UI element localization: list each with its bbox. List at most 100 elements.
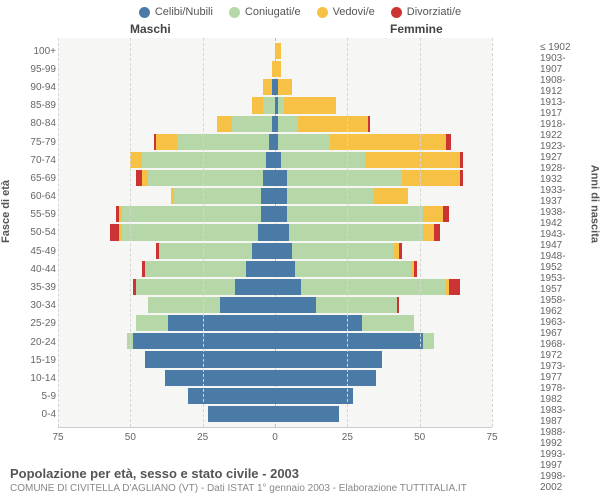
birth-label: 1983-1987 — [540, 405, 586, 427]
age-label: 5-9 — [20, 388, 56, 406]
pyramid-row — [58, 260, 492, 278]
x-tick: 0 — [272, 432, 278, 443]
bar-segment — [275, 315, 362, 331]
male-bar — [165, 370, 275, 386]
bar-segment — [275, 243, 292, 259]
female-bar — [275, 243, 402, 259]
bar-segment — [275, 61, 281, 77]
female-bar — [275, 388, 353, 404]
bar-segment — [122, 224, 258, 240]
pyramid-row — [58, 223, 492, 241]
bar-segment — [261, 206, 275, 222]
x-tick: 25 — [342, 432, 353, 443]
male-bar — [110, 224, 275, 240]
pyramid-row — [58, 96, 492, 114]
age-label: 40-44 — [20, 260, 56, 278]
gridline — [347, 38, 348, 427]
bar-segment — [208, 406, 275, 422]
age-label: 85-89 — [20, 97, 56, 115]
bar-segment — [217, 116, 231, 132]
age-label: 90-94 — [20, 78, 56, 96]
bar-segment — [278, 79, 292, 95]
gridline — [492, 38, 493, 427]
female-bar — [275, 351, 382, 367]
pyramid-row — [58, 296, 492, 314]
age-labels: 100+95-9990-9485-8980-8475-7970-7465-696… — [20, 42, 56, 424]
pyramid-row — [58, 242, 492, 260]
bar-segment — [373, 188, 408, 204]
age-label: 95-99 — [20, 60, 56, 78]
female-bar — [275, 406, 339, 422]
header-male: Maschi — [130, 22, 171, 36]
female-bar — [275, 315, 414, 331]
age-label: 0-4 — [20, 406, 56, 424]
bar-segment — [423, 333, 435, 349]
female-bar — [275, 116, 370, 132]
y-axis-label-right: Anni di nascita — [588, 165, 600, 243]
bar-segment — [130, 152, 142, 168]
bar-segment — [142, 152, 266, 168]
bar-segment — [301, 279, 446, 295]
bar-segment — [235, 279, 276, 295]
header-female: Femmine — [390, 22, 443, 36]
bar-segment — [159, 243, 252, 259]
gridline — [420, 38, 421, 427]
bar-segment — [287, 206, 423, 222]
legend-label: Celibi/Nubili — [155, 6, 213, 18]
bar-segment — [365, 152, 460, 168]
male-bar — [171, 188, 275, 204]
pyramid-row — [58, 151, 492, 169]
pyramid-row — [58, 42, 492, 60]
birth-labels: ≤ 19021903-19071908-19121913-19171918-19… — [540, 42, 586, 424]
male-bar — [142, 261, 275, 277]
bar-segment — [449, 279, 461, 295]
bar-segment — [289, 224, 422, 240]
x-tick: 25 — [197, 432, 208, 443]
pyramid-row — [58, 369, 492, 387]
male-bar — [136, 170, 275, 186]
male-bar — [263, 79, 275, 95]
birth-label: 1903-1907 — [540, 53, 586, 75]
bar-segment — [287, 188, 374, 204]
age-label: 80-84 — [20, 115, 56, 133]
female-bar — [275, 170, 463, 186]
birth-label: 1988-1992 — [540, 427, 586, 449]
bar-segment — [168, 315, 275, 331]
age-label: 70-74 — [20, 151, 56, 169]
x-tick: 75 — [52, 432, 63, 443]
female-bar — [275, 370, 376, 386]
bar-segment — [261, 188, 275, 204]
female-bar — [275, 97, 336, 113]
female-bar — [275, 43, 281, 59]
bar-segment — [275, 297, 316, 313]
bar-segment — [252, 97, 264, 113]
y-axis-label-left: Fasce di età — [0, 180, 12, 243]
birth-label: 1913-1917 — [540, 97, 586, 119]
bar-segment — [446, 134, 452, 150]
birth-label: ≤ 1902 — [540, 42, 586, 53]
x-tick: 50 — [125, 432, 136, 443]
male-bar — [208, 406, 275, 422]
legend-swatch — [391, 7, 402, 18]
female-bar — [275, 134, 451, 150]
legend-item: Coniugati/e — [229, 6, 301, 18]
gridline — [130, 38, 131, 427]
birth-label: 1933-1937 — [540, 185, 586, 207]
bar-segment — [136, 315, 168, 331]
bar-segment — [423, 206, 443, 222]
bar-segment — [110, 224, 119, 240]
bar-segment — [298, 116, 367, 132]
birth-label: 1938-1942 — [540, 207, 586, 229]
legend-swatch — [229, 7, 240, 18]
gridline — [58, 38, 59, 427]
bar-segment — [278, 116, 298, 132]
pyramid-row — [58, 115, 492, 133]
chart-title: Popolazione per età, sesso e stato civil… — [10, 466, 590, 481]
male-bar — [145, 351, 275, 367]
age-label: 60-64 — [20, 188, 56, 206]
birth-label: 1958-1962 — [540, 295, 586, 317]
footer: Popolazione per età, sesso e stato civil… — [10, 466, 590, 494]
age-label: 35-39 — [20, 278, 56, 296]
birth-label: 1963-1967 — [540, 317, 586, 339]
female-bar — [275, 279, 460, 295]
